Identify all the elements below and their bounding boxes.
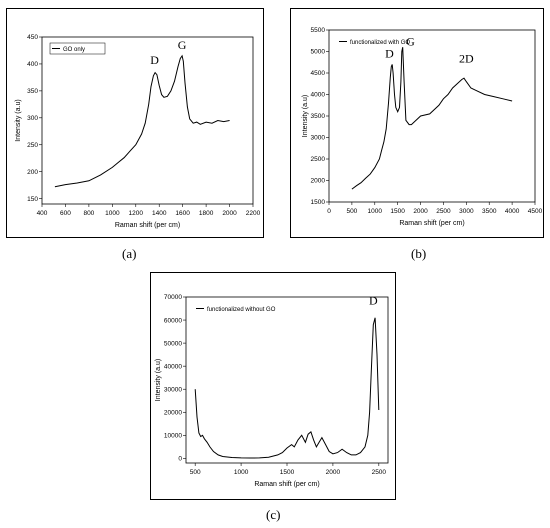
- chart-a-y-tick-label: 350: [27, 88, 38, 95]
- chart-c-y-tick-label: 40000: [164, 363, 182, 370]
- chart-b-y-tick-label: 2000: [311, 178, 326, 185]
- chart-c-y-tick-label: 30000: [164, 386, 182, 393]
- chart-b-y-tick-label: 2500: [311, 156, 326, 163]
- chart-b-x-tick-label: 3000: [459, 208, 474, 215]
- chart-a-x-tick-label: 800: [83, 210, 94, 217]
- chart-b-peak-label: G: [406, 34, 415, 48]
- chart-c-peak-label: D: [369, 294, 378, 308]
- chart-a-y-tick-label: 450: [27, 34, 38, 41]
- chart-c-x-tick-label: 1000: [234, 469, 249, 476]
- chart-a-y-tick-label: 150: [27, 196, 38, 203]
- chart-b-y-tick-label: 1500: [311, 199, 326, 206]
- chart-c-x-tick-label: 500: [190, 469, 201, 476]
- chart-c-x-tick-label: 1500: [280, 469, 295, 476]
- chart-b-x-tick-label: 2000: [413, 208, 428, 215]
- chart-a-plot-frame: [41, 36, 254, 205]
- chart-b-y-axis-label: Intensity (a.u): [302, 95, 309, 137]
- chart-b-svg: 0 500 1000 1500 2000 2500 3000 3500 4000 4500 1500…: [302, 27, 543, 227]
- chart-c-y-tick-label: 10000: [164, 433, 182, 440]
- chart-b-x-tick-label: 0: [327, 208, 331, 215]
- chart-a-x-tick-label: 2200: [246, 210, 261, 217]
- chart-b-x-tick-label: 2500: [436, 208, 451, 215]
- chart-a-x-tick-label: 1000: [105, 210, 120, 217]
- chart-a-series-line: [54, 54, 230, 188]
- chart-panel-b: 0 500 1000 1500 2000 2500 3000 3500 4000 4500 1500…: [290, 8, 544, 238]
- chart-a-x-tick-label: 1800: [199, 210, 214, 217]
- chart-panel-a: 400 600 800 1000 1200 1400 1600 1800 2000 2200 150…: [6, 8, 264, 238]
- chart-a-x-tick-label: 600: [60, 210, 71, 217]
- chart-a-x-axis-label: Raman shift (per cm): [115, 222, 180, 229]
- chart-a-x-tick-label: 1600: [175, 210, 190, 217]
- chart-c-series-line: [194, 317, 380, 459]
- chart-b-x-tick-label: 4500: [528, 208, 543, 215]
- chart-a-x-tick-label: 1400: [152, 210, 167, 217]
- chart-a-legend-label: GO only: [63, 47, 85, 53]
- chart-panel-c: 500 1000 1500 2000 2500 0 10000 20000 30000 40000…: [150, 272, 396, 500]
- chart-b-y-tick-label: 3500: [311, 113, 326, 120]
- chart-c-y-tick-label: 20000: [164, 409, 182, 416]
- chart-b-peak-label: D: [385, 46, 394, 60]
- chart-a-svg: 400 600 800 1000 1200 1400 1600 1800 2000 2200 150…: [15, 34, 261, 229]
- chart-b-plot-frame: [328, 29, 536, 203]
- chart-c-x-tick-label: 2500: [372, 469, 387, 476]
- chart-b-x-tick-label: 1000: [368, 208, 383, 215]
- chart-a-y-axis-label: Intensity (a.u): [15, 99, 22, 141]
- chart-b-x-tick-label: 3500: [482, 208, 497, 215]
- caption-c: (c): [266, 507, 281, 522]
- chart-a-y-tick-label: 300: [27, 115, 38, 122]
- caption-a: (a): [122, 246, 137, 261]
- chart-b-y-tick-label: 3000: [311, 135, 326, 142]
- chart-c-y-tick-label: 0: [178, 456, 182, 463]
- chart-a-legend-box: [49, 42, 106, 55]
- chart-a-y-tick-label: 200: [27, 169, 38, 176]
- caption-b: (b): [411, 246, 427, 261]
- chart-a-y-tick-label: 250: [27, 142, 38, 149]
- chart-c-svg: 500 1000 1500 2000 2500 0 10000 20000 30000 40000…: [155, 294, 389, 488]
- chart-b-x-tick-label: 500: [346, 208, 357, 215]
- chart-c-y-tick-label: 70000: [164, 294, 182, 301]
- chart-b-y-tick-label: 5500: [311, 27, 326, 34]
- chart-a-x-tick-label: 1200: [129, 210, 144, 217]
- chart-a-y-tick-label: 400: [27, 61, 38, 68]
- chart-c-x-axis-label: Raman shift (per cm): [254, 481, 319, 488]
- chart-c-plot-frame: [185, 296, 389, 464]
- chart-a-peak-label: G: [178, 38, 187, 52]
- chart-b-legend-label: functionalized with GO: [350, 40, 410, 46]
- chart-c-y-tick-label: 60000: [164, 317, 182, 324]
- chart-b-y-tick-label: 5000: [311, 49, 326, 56]
- chart-c-legend-label: functionalized without GO: [207, 307, 276, 313]
- chart-c-y-tick-label: 50000: [164, 340, 182, 347]
- chart-b-peak-label: 2D: [459, 52, 474, 66]
- chart-b-x-axis-label: Raman shift (per cm): [399, 220, 464, 227]
- chart-a-peak-label: D: [150, 53, 159, 67]
- chart-b-y-tick-label: 4500: [311, 70, 326, 77]
- chart-a-x-tick-label: 400: [37, 210, 48, 217]
- chart-c-y-axis-label: Intensity (a.u): [155, 359, 162, 401]
- chart-c-x-tick-label: 2000: [326, 469, 341, 476]
- chart-b-series-line: [351, 47, 513, 190]
- chart-b-x-tick-label: 1500: [390, 208, 405, 215]
- chart-b-x-tick-label: 4000: [505, 208, 520, 215]
- chart-b-y-tick-label: 4000: [311, 92, 326, 99]
- chart-a-x-tick-label: 2000: [222, 210, 237, 217]
